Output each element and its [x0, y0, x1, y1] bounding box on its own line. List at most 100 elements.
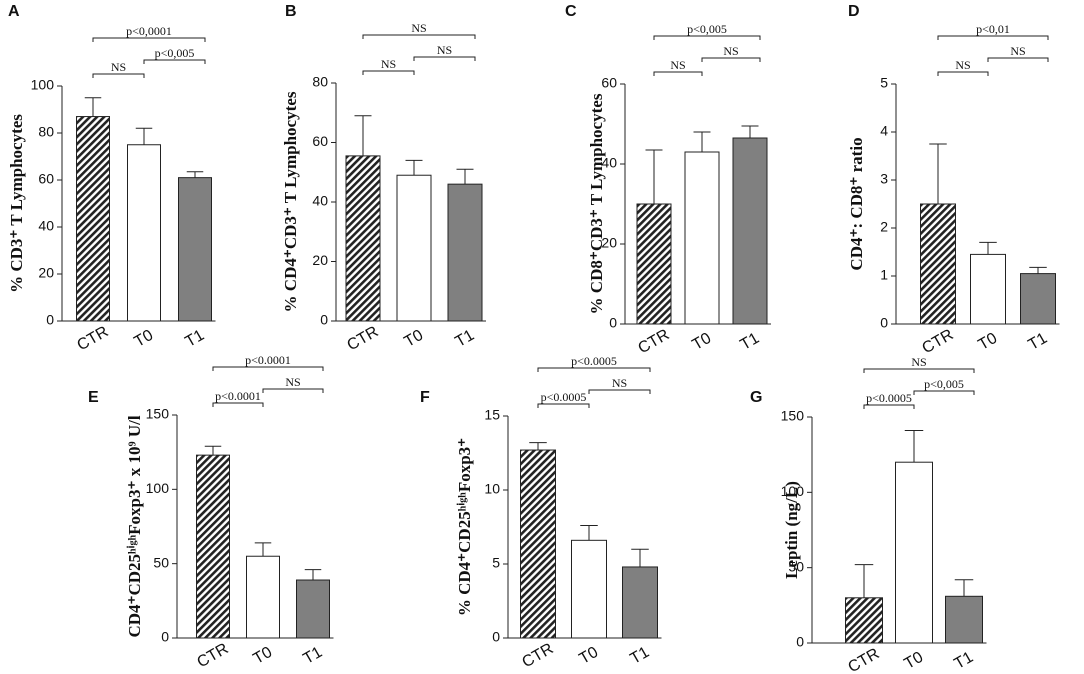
- significance-bracket: [701, 57, 761, 62]
- significance-label: NS: [111, 60, 126, 74]
- y-tick-label: 0: [796, 634, 804, 650]
- x-tick-label: CTR: [519, 640, 556, 671]
- y-tick-label: 150: [146, 406, 170, 422]
- significance-bracket: [937, 35, 1049, 40]
- panel-letter: A: [8, 3, 20, 20]
- panel-letter: E: [88, 389, 99, 406]
- bar: [246, 555, 280, 639]
- y-tick-label: 0: [492, 629, 500, 645]
- significance-label: NS: [381, 57, 396, 71]
- y-tick-label: 5: [880, 75, 888, 91]
- y-tick-label: 80: [38, 124, 54, 140]
- y-tick-label: 0: [161, 629, 169, 645]
- significance-label: NS: [411, 21, 426, 35]
- significance-bracket: [653, 35, 761, 40]
- significance-label: NS: [670, 58, 685, 72]
- x-tick-label: T1: [952, 649, 977, 673]
- significance-bracket: [588, 389, 651, 394]
- bar: [945, 595, 983, 644]
- y-axis-label: CD4⁺: CD8⁺ ratio: [847, 137, 866, 270]
- x-tick-label: T1: [1026, 330, 1051, 354]
- y-axis-label: % CD4⁺CD3⁺ T Lymphocytes: [281, 91, 300, 312]
- bar: [345, 155, 381, 322]
- x-tick-label: CTR: [74, 323, 111, 354]
- panel-letter: F: [420, 389, 430, 406]
- significance-bracket: [92, 73, 145, 78]
- y-tick-label: 0: [880, 315, 888, 331]
- y-tick-label: 100: [146, 480, 170, 496]
- significance-bracket: [362, 70, 415, 75]
- y-axis-label: % CD3⁺ T Lymphocytes: [7, 114, 26, 293]
- x-tick-label: CTR: [845, 645, 882, 674]
- y-tick-label: 1: [880, 267, 888, 283]
- significance-label: p<0,005: [924, 377, 964, 391]
- bar: [636, 203, 672, 325]
- significance-bracket: [413, 56, 476, 61]
- x-tick-label: T0: [577, 644, 602, 668]
- significance-bracket: [937, 71, 989, 76]
- panel-letter: B: [285, 3, 297, 20]
- x-tick-label: T0: [976, 330, 1001, 354]
- significance-bracket: [913, 390, 975, 395]
- y-tick-label: 2: [880, 219, 888, 235]
- y-tick-label: 5: [492, 555, 500, 571]
- significance-bracket: [362, 34, 476, 39]
- x-tick-label: T0: [251, 644, 276, 668]
- significance-bracket: [262, 388, 324, 393]
- bar: [520, 449, 556, 639]
- x-tick-label: T0: [402, 327, 427, 351]
- y-tick-label: 40: [312, 193, 328, 209]
- y-tick-label: 50: [788, 558, 804, 574]
- bar: [178, 177, 212, 322]
- y-tick-label: 20: [38, 265, 54, 281]
- bar: [127, 144, 161, 322]
- x-tick-label: CTR: [344, 323, 381, 354]
- y-tick-label: 15: [484, 407, 500, 423]
- bar: [196, 454, 230, 639]
- bar: [684, 151, 720, 325]
- bar: [732, 137, 768, 325]
- bar: [396, 174, 432, 322]
- y-tick-label: 40: [601, 155, 617, 171]
- y-tick-label: 50: [153, 554, 169, 570]
- y-tick-label: 40: [38, 218, 54, 234]
- significance-bracket: [537, 367, 651, 372]
- panel-letter: D: [848, 3, 860, 20]
- significance-bracket: [212, 366, 324, 371]
- y-tick-label: 60: [38, 171, 54, 187]
- significance-label: NS: [723, 44, 738, 58]
- y-tick-label: 3: [880, 171, 888, 187]
- bar: [76, 116, 110, 322]
- significance-label: p<0.0001: [245, 353, 291, 367]
- y-tick-label: 20: [312, 252, 328, 268]
- y-axis-label: % CD4⁺CD25ʰⁱᵍʰFoxp3⁺: [455, 438, 474, 616]
- y-axis-label: CD4⁺CD25ʰⁱᵍʰFoxp3⁺ x 10⁹ U/l: [125, 415, 144, 637]
- x-tick-label: T0: [690, 330, 715, 354]
- significance-bracket: [863, 404, 915, 409]
- significance-label: p<0.0005: [571, 354, 617, 368]
- significance-bracket: [212, 402, 264, 407]
- significance-label: p<0.0005: [866, 391, 912, 405]
- bar: [622, 566, 658, 639]
- x-tick-label: CTR: [919, 326, 956, 357]
- y-axis-label: Leptin (ng/L): [782, 481, 801, 579]
- panel-letter: G: [750, 389, 762, 406]
- significance-label: NS: [437, 43, 452, 57]
- significance-label: NS: [285, 375, 300, 389]
- significance-label: p<0.0005: [541, 390, 587, 404]
- x-tick-label: T1: [301, 644, 326, 668]
- bar: [970, 253, 1006, 325]
- x-tick-label: CTR: [635, 326, 672, 357]
- significance-label: p<0,01: [976, 22, 1010, 36]
- y-tick-label: 20: [601, 235, 617, 251]
- significance-bracket: [863, 368, 975, 373]
- y-tick-label: 10: [484, 481, 500, 497]
- significance-label: NS: [612, 376, 627, 390]
- y-axis-label: % CD8⁺CD3⁺ T Lymphocytes: [587, 93, 606, 314]
- y-tick-label: 100: [31, 77, 55, 93]
- y-tick-label: 0: [609, 315, 617, 331]
- y-tick-label: 4: [880, 123, 888, 139]
- bar: [571, 539, 607, 639]
- x-tick-label: T1: [628, 644, 653, 668]
